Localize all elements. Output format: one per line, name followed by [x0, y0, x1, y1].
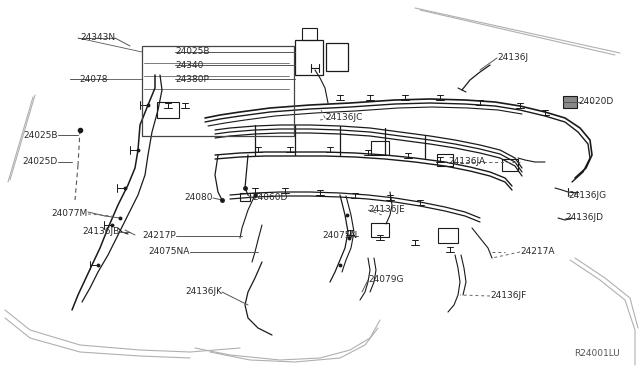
Text: 24340: 24340: [175, 61, 204, 70]
Text: 24217A: 24217A: [520, 247, 554, 257]
Bar: [502, 159, 518, 171]
Text: 24025D: 24025D: [23, 157, 58, 167]
Bar: [295, 40, 323, 75]
Text: 24077M: 24077M: [52, 209, 88, 218]
Text: 24136JC: 24136JC: [325, 113, 362, 122]
Text: 24025B: 24025B: [24, 131, 58, 140]
Text: 24079G: 24079G: [368, 276, 403, 285]
Text: 24080: 24080: [184, 193, 213, 202]
Bar: [142, 46, 294, 136]
Text: R24001LU: R24001LU: [574, 349, 620, 358]
Text: 24020D: 24020D: [578, 97, 613, 106]
Text: 24380P: 24380P: [175, 74, 209, 83]
Text: 24136JG: 24136JG: [568, 192, 606, 201]
Bar: [302, 28, 317, 40]
Bar: [240, 193, 250, 201]
Bar: [157, 102, 179, 118]
Text: 24078: 24078: [79, 74, 108, 83]
Text: 24217P: 24217P: [142, 231, 176, 241]
Text: 24136JK: 24136JK: [185, 288, 222, 296]
Bar: [437, 154, 453, 166]
Text: 24136J: 24136J: [497, 54, 528, 62]
Text: 24136JB: 24136JB: [83, 228, 120, 237]
Bar: [563, 96, 577, 108]
Text: 24075NA: 24075NA: [148, 247, 190, 257]
Text: 24060D: 24060D: [252, 193, 287, 202]
Text: 24075N: 24075N: [323, 231, 358, 241]
Bar: [371, 223, 389, 237]
Bar: [326, 43, 348, 71]
Bar: [438, 228, 458, 243]
Bar: [371, 141, 389, 155]
Text: 24136JA: 24136JA: [448, 157, 485, 167]
Text: 24343N: 24343N: [80, 33, 115, 42]
Text: 24025B: 24025B: [175, 48, 209, 57]
Text: 24136JD: 24136JD: [565, 214, 603, 222]
Text: 24136JE: 24136JE: [368, 205, 404, 215]
Text: 24136JF: 24136JF: [490, 292, 526, 301]
